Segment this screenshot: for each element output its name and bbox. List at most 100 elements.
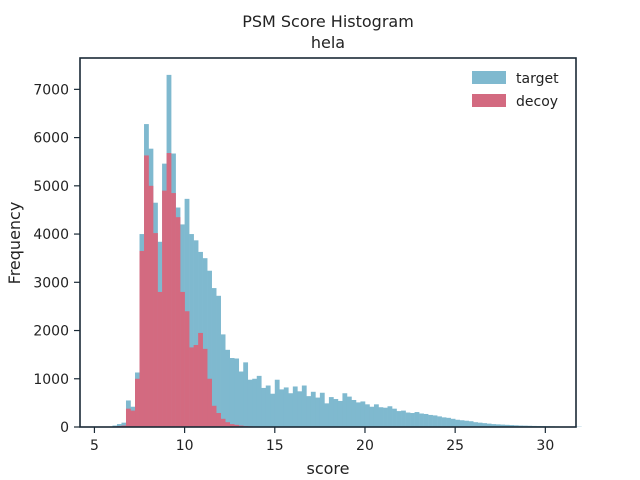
target-bar (355, 402, 361, 427)
target-bar (364, 404, 370, 427)
target-bar (225, 349, 230, 427)
target-bar (211, 288, 217, 427)
target-bar (279, 389, 285, 427)
target-bar (495, 424, 501, 427)
decoy-bar (225, 422, 230, 427)
chart-subtitle: hela (311, 33, 345, 52)
decoy-bar (234, 424, 240, 427)
plot-frame (79, 57, 577, 428)
y-tick-label: 3000 (33, 275, 69, 291)
target-bar (116, 424, 122, 427)
y-tick-label: 6000 (33, 131, 69, 147)
y-tick-label: 7000 (33, 82, 69, 98)
target-bar (333, 399, 339, 427)
target-bar (202, 258, 208, 427)
target-bar (121, 422, 127, 427)
target-bar (337, 400, 343, 427)
target-bar (297, 391, 303, 427)
target-bar (396, 411, 402, 427)
target-bar (310, 391, 316, 427)
x-tick-label: 10 (176, 438, 194, 454)
target-bar (459, 420, 465, 427)
legend-label-target: target (516, 71, 559, 87)
target-bar (509, 425, 515, 427)
target-bar (360, 401, 366, 427)
decoy-bar (139, 250, 145, 427)
target-bar (482, 423, 488, 427)
target-bar (477, 422, 483, 427)
decoy-bar (202, 348, 208, 427)
target-bar (491, 424, 497, 427)
target-bar (342, 393, 348, 427)
target-bar (238, 371, 244, 427)
target-bar (229, 358, 235, 427)
target-bar (378, 407, 384, 427)
target-bar (243, 362, 249, 427)
target-bar (261, 387, 267, 427)
y-tick-label: 1000 (33, 372, 69, 388)
target-bar (414, 412, 420, 427)
decoy-bar (135, 378, 140, 427)
decoy-bar (153, 233, 158, 427)
target-bar (189, 234, 194, 427)
target-bar (274, 379, 280, 427)
target-bar (423, 413, 429, 427)
x-tick-label: 30 (536, 438, 554, 454)
target-bar (346, 396, 352, 427)
decoy-bar (216, 413, 221, 427)
decoy-bar (189, 347, 194, 427)
target-bar (256, 375, 262, 427)
target-bar (193, 240, 199, 427)
legend-swatch-target (472, 71, 506, 84)
target-bar (292, 386, 298, 427)
decoy-bar (193, 345, 199, 427)
y-tick-label: 4000 (33, 227, 69, 243)
target-bar (306, 396, 312, 427)
decoy-bar (175, 217, 181, 427)
decoy-bar (166, 153, 172, 427)
target-bar (369, 406, 375, 427)
decoy-bar (229, 424, 235, 427)
target-bar (373, 404, 379, 427)
y-tick-label: 0 (60, 420, 69, 436)
decoy-bar (125, 408, 131, 427)
x-axis-label: score (307, 459, 350, 478)
y-axis-label: Frequency (5, 202, 24, 285)
y-axis-ticks: 0 1000 2000 3000 4000 5000 6000 7000 (33, 82, 80, 436)
target-bar (405, 412, 411, 427)
target-bar (392, 408, 397, 427)
legend-swatch-decoy (472, 94, 506, 107)
decoy-bar (211, 405, 217, 427)
target-bar (419, 413, 424, 427)
decoy-bar (198, 332, 203, 427)
x-axis-ticks: 5 10 15 20 25 30 (90, 427, 554, 454)
target-bar (351, 399, 357, 427)
target-bar (500, 424, 506, 427)
target-bar (265, 385, 271, 427)
target-bar (464, 420, 469, 427)
chart-title: PSM Score Histogram (242, 12, 414, 31)
x-tick-label: 20 (356, 438, 374, 454)
decoy-bar (130, 410, 136, 427)
y-tick-label: 5000 (33, 179, 69, 195)
target-bar (468, 421, 474, 427)
target-bar (319, 392, 325, 427)
legend: target decoy (472, 71, 559, 110)
decoy-bar (171, 193, 176, 427)
target-bar (207, 270, 212, 427)
target-bar (216, 295, 221, 427)
target-bar (401, 410, 406, 427)
target-bar (441, 417, 447, 427)
target-bar (270, 393, 276, 427)
target-bar (247, 379, 253, 427)
x-tick-label: 5 (90, 438, 99, 454)
decoy-bars (112, 153, 303, 427)
target-bar (486, 423, 492, 427)
y-tick-label: 2000 (33, 324, 69, 340)
decoy-bar (220, 418, 226, 427)
target-bar (450, 418, 456, 427)
target-bar (504, 424, 510, 427)
target-bar (446, 417, 451, 427)
target-bar (513, 425, 519, 427)
